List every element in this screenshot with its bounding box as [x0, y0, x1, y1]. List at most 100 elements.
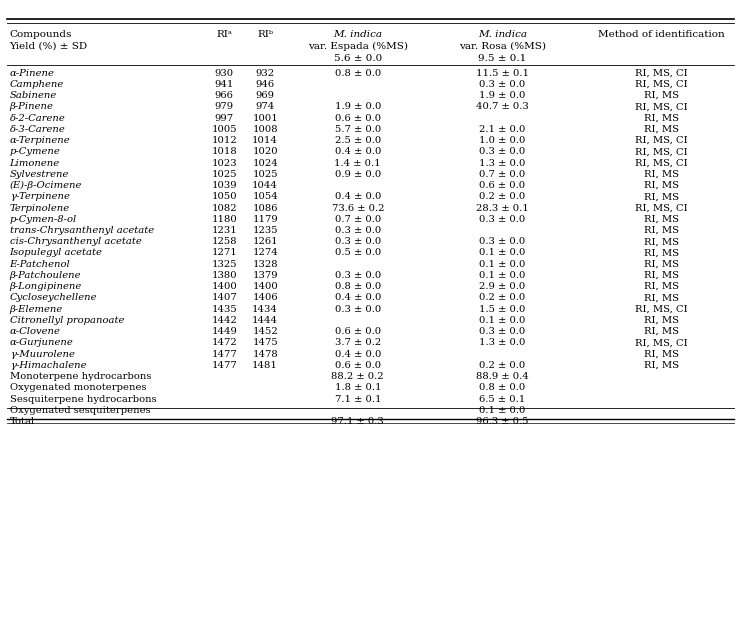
Text: 1449: 1449	[211, 327, 237, 336]
Text: cis-Chrysanthenyl acetate: cis-Chrysanthenyl acetate	[10, 237, 141, 247]
Text: α-Gurjunene: α-Gurjunene	[10, 338, 74, 347]
Text: Compounds: Compounds	[10, 30, 72, 39]
Text: 1001: 1001	[252, 114, 278, 123]
Text: 997: 997	[215, 114, 234, 123]
Text: 1442: 1442	[211, 316, 237, 325]
Text: 1452: 1452	[252, 327, 278, 336]
Text: 1082: 1082	[212, 204, 237, 213]
Text: p-Cymen-8-ol: p-Cymen-8-ol	[10, 214, 77, 224]
Text: 40.7 ± 0.3: 40.7 ± 0.3	[476, 102, 529, 112]
Text: 1014: 1014	[252, 136, 278, 145]
Text: 1025: 1025	[212, 169, 237, 179]
Text: 1434: 1434	[252, 304, 278, 314]
Text: 96.3 ± 0.5: 96.3 ± 0.5	[476, 417, 528, 426]
Text: 0.1 ± 0.0: 0.1 ± 0.0	[479, 248, 525, 257]
Text: 1.4 ± 0.1: 1.4 ± 0.1	[334, 159, 381, 168]
Text: Camphene: Camphene	[10, 80, 64, 89]
Text: E-Patchenol: E-Patchenol	[10, 259, 71, 269]
Text: 966: 966	[215, 91, 234, 100]
Text: 969: 969	[256, 91, 275, 100]
Text: 1024: 1024	[252, 159, 278, 168]
Text: RI, MS: RI, MS	[644, 316, 679, 325]
Text: RI, MS, CI: RI, MS, CI	[635, 136, 688, 145]
Text: 0.3 ± 0.0: 0.3 ± 0.0	[334, 226, 381, 235]
Text: 9.5 ± 0.1: 9.5 ± 0.1	[478, 54, 527, 63]
Text: Sylvestrene: Sylvestrene	[10, 169, 69, 179]
Text: 0.4 ± 0.0: 0.4 ± 0.0	[334, 293, 381, 302]
Text: 88.2 ± 0.2: 88.2 ± 0.2	[331, 372, 384, 381]
Text: Sabinene: Sabinene	[10, 91, 57, 100]
Text: 0.7 ± 0.0: 0.7 ± 0.0	[479, 169, 525, 179]
Text: 0.3 ± 0.0: 0.3 ± 0.0	[479, 147, 525, 157]
Text: RI, MS, CI: RI, MS, CI	[635, 102, 688, 112]
Text: 1478: 1478	[252, 349, 278, 359]
Text: RI, MS: RI, MS	[644, 214, 679, 224]
Text: RI, MS, CI: RI, MS, CI	[635, 304, 688, 314]
Text: 1018: 1018	[212, 147, 237, 157]
Text: 0.6 ± 0.0: 0.6 ± 0.0	[335, 361, 381, 370]
Text: β-Elemene: β-Elemene	[10, 304, 63, 314]
Text: 0.1 ± 0.0: 0.1 ± 0.0	[479, 259, 525, 269]
Text: 0.3 ± 0.0: 0.3 ± 0.0	[479, 214, 525, 224]
Text: 6.5 ± 0.1: 6.5 ± 0.1	[479, 394, 525, 404]
Text: RI, MS: RI, MS	[644, 327, 679, 336]
Text: RI, MS: RI, MS	[644, 91, 679, 100]
Text: 1231: 1231	[212, 226, 237, 235]
Text: RI, MS: RI, MS	[644, 192, 679, 202]
Text: 2.1 ± 0.0: 2.1 ± 0.0	[479, 125, 525, 134]
Text: Total: Total	[10, 417, 35, 426]
Text: 1020: 1020	[253, 147, 278, 157]
Text: 1325: 1325	[212, 259, 237, 269]
Text: (E)-β-Ocimene: (E)-β-Ocimene	[10, 181, 82, 190]
Text: RIᵇ: RIᵇ	[257, 30, 273, 39]
Text: 1.9 ± 0.0: 1.9 ± 0.0	[334, 102, 381, 112]
Text: 28.3 ± 0.1: 28.3 ± 0.1	[476, 204, 529, 213]
Text: α-Pinene: α-Pinene	[10, 69, 54, 78]
Text: RI, MS: RI, MS	[644, 282, 679, 291]
Text: RI, MS, CI: RI, MS, CI	[635, 338, 688, 347]
Text: RI, MS: RI, MS	[644, 237, 679, 247]
Text: α-Clovene: α-Clovene	[10, 327, 60, 336]
Text: 1258: 1258	[212, 237, 237, 247]
Text: 1180: 1180	[212, 214, 237, 224]
Text: M. indica: M. indica	[478, 30, 527, 39]
Text: 1008: 1008	[253, 125, 278, 134]
Text: 0.6 ± 0.0: 0.6 ± 0.0	[335, 327, 381, 336]
Text: RI, MS: RI, MS	[644, 349, 679, 359]
Text: 1050: 1050	[212, 192, 237, 202]
Text: 1271: 1271	[212, 248, 237, 257]
Text: 1.9 ± 0.0: 1.9 ± 0.0	[479, 91, 525, 100]
Text: RI, MS: RI, MS	[644, 226, 679, 235]
Text: 1.3 ± 0.0: 1.3 ± 0.0	[479, 338, 525, 347]
Text: RI, MS, CI: RI, MS, CI	[635, 80, 688, 89]
Text: RI, MS, CI: RI, MS, CI	[635, 159, 688, 168]
Text: 0.9 ± 0.0: 0.9 ± 0.0	[334, 169, 381, 179]
Text: 1235: 1235	[253, 226, 278, 235]
Text: RI, MS: RI, MS	[644, 114, 679, 123]
Text: RI, MS: RI, MS	[644, 248, 679, 257]
Text: 0.4 ± 0.0: 0.4 ± 0.0	[334, 192, 381, 202]
Text: 1179: 1179	[252, 214, 278, 224]
Text: trans-Chrysanthenyl acetate: trans-Chrysanthenyl acetate	[10, 226, 154, 235]
Text: 930: 930	[215, 69, 234, 78]
Text: 0.3 ± 0.0: 0.3 ± 0.0	[479, 80, 525, 89]
Text: 1477: 1477	[212, 361, 237, 370]
Text: 2.9 ± 0.0: 2.9 ± 0.0	[479, 282, 525, 291]
Text: 1274: 1274	[252, 248, 278, 257]
Text: 0.8 ± 0.0: 0.8 ± 0.0	[479, 383, 525, 392]
Text: Oxygenated sesquiterpenes: Oxygenated sesquiterpenes	[10, 406, 150, 415]
Text: 97.1 ± 0.3: 97.1 ± 0.3	[331, 417, 384, 426]
Text: 0.6 ± 0.0: 0.6 ± 0.0	[335, 114, 381, 123]
Text: 932: 932	[256, 69, 275, 78]
Text: RI, MS, CI: RI, MS, CI	[635, 147, 688, 157]
Text: 1.8 ± 0.1: 1.8 ± 0.1	[334, 383, 381, 392]
Text: Monoterpene hydrocarbons: Monoterpene hydrocarbons	[10, 372, 151, 381]
Text: β-Longipinene: β-Longipinene	[10, 282, 82, 291]
Text: 0.1 ± 0.0: 0.1 ± 0.0	[479, 406, 525, 415]
Text: 941: 941	[215, 80, 234, 89]
Text: 0.1 ± 0.0: 0.1 ± 0.0	[479, 271, 525, 280]
Text: 1481: 1481	[252, 361, 278, 370]
Text: 946: 946	[256, 80, 275, 89]
Text: var. Espada (%MS): var. Espada (%MS)	[308, 42, 408, 51]
Text: 1379: 1379	[253, 271, 278, 280]
